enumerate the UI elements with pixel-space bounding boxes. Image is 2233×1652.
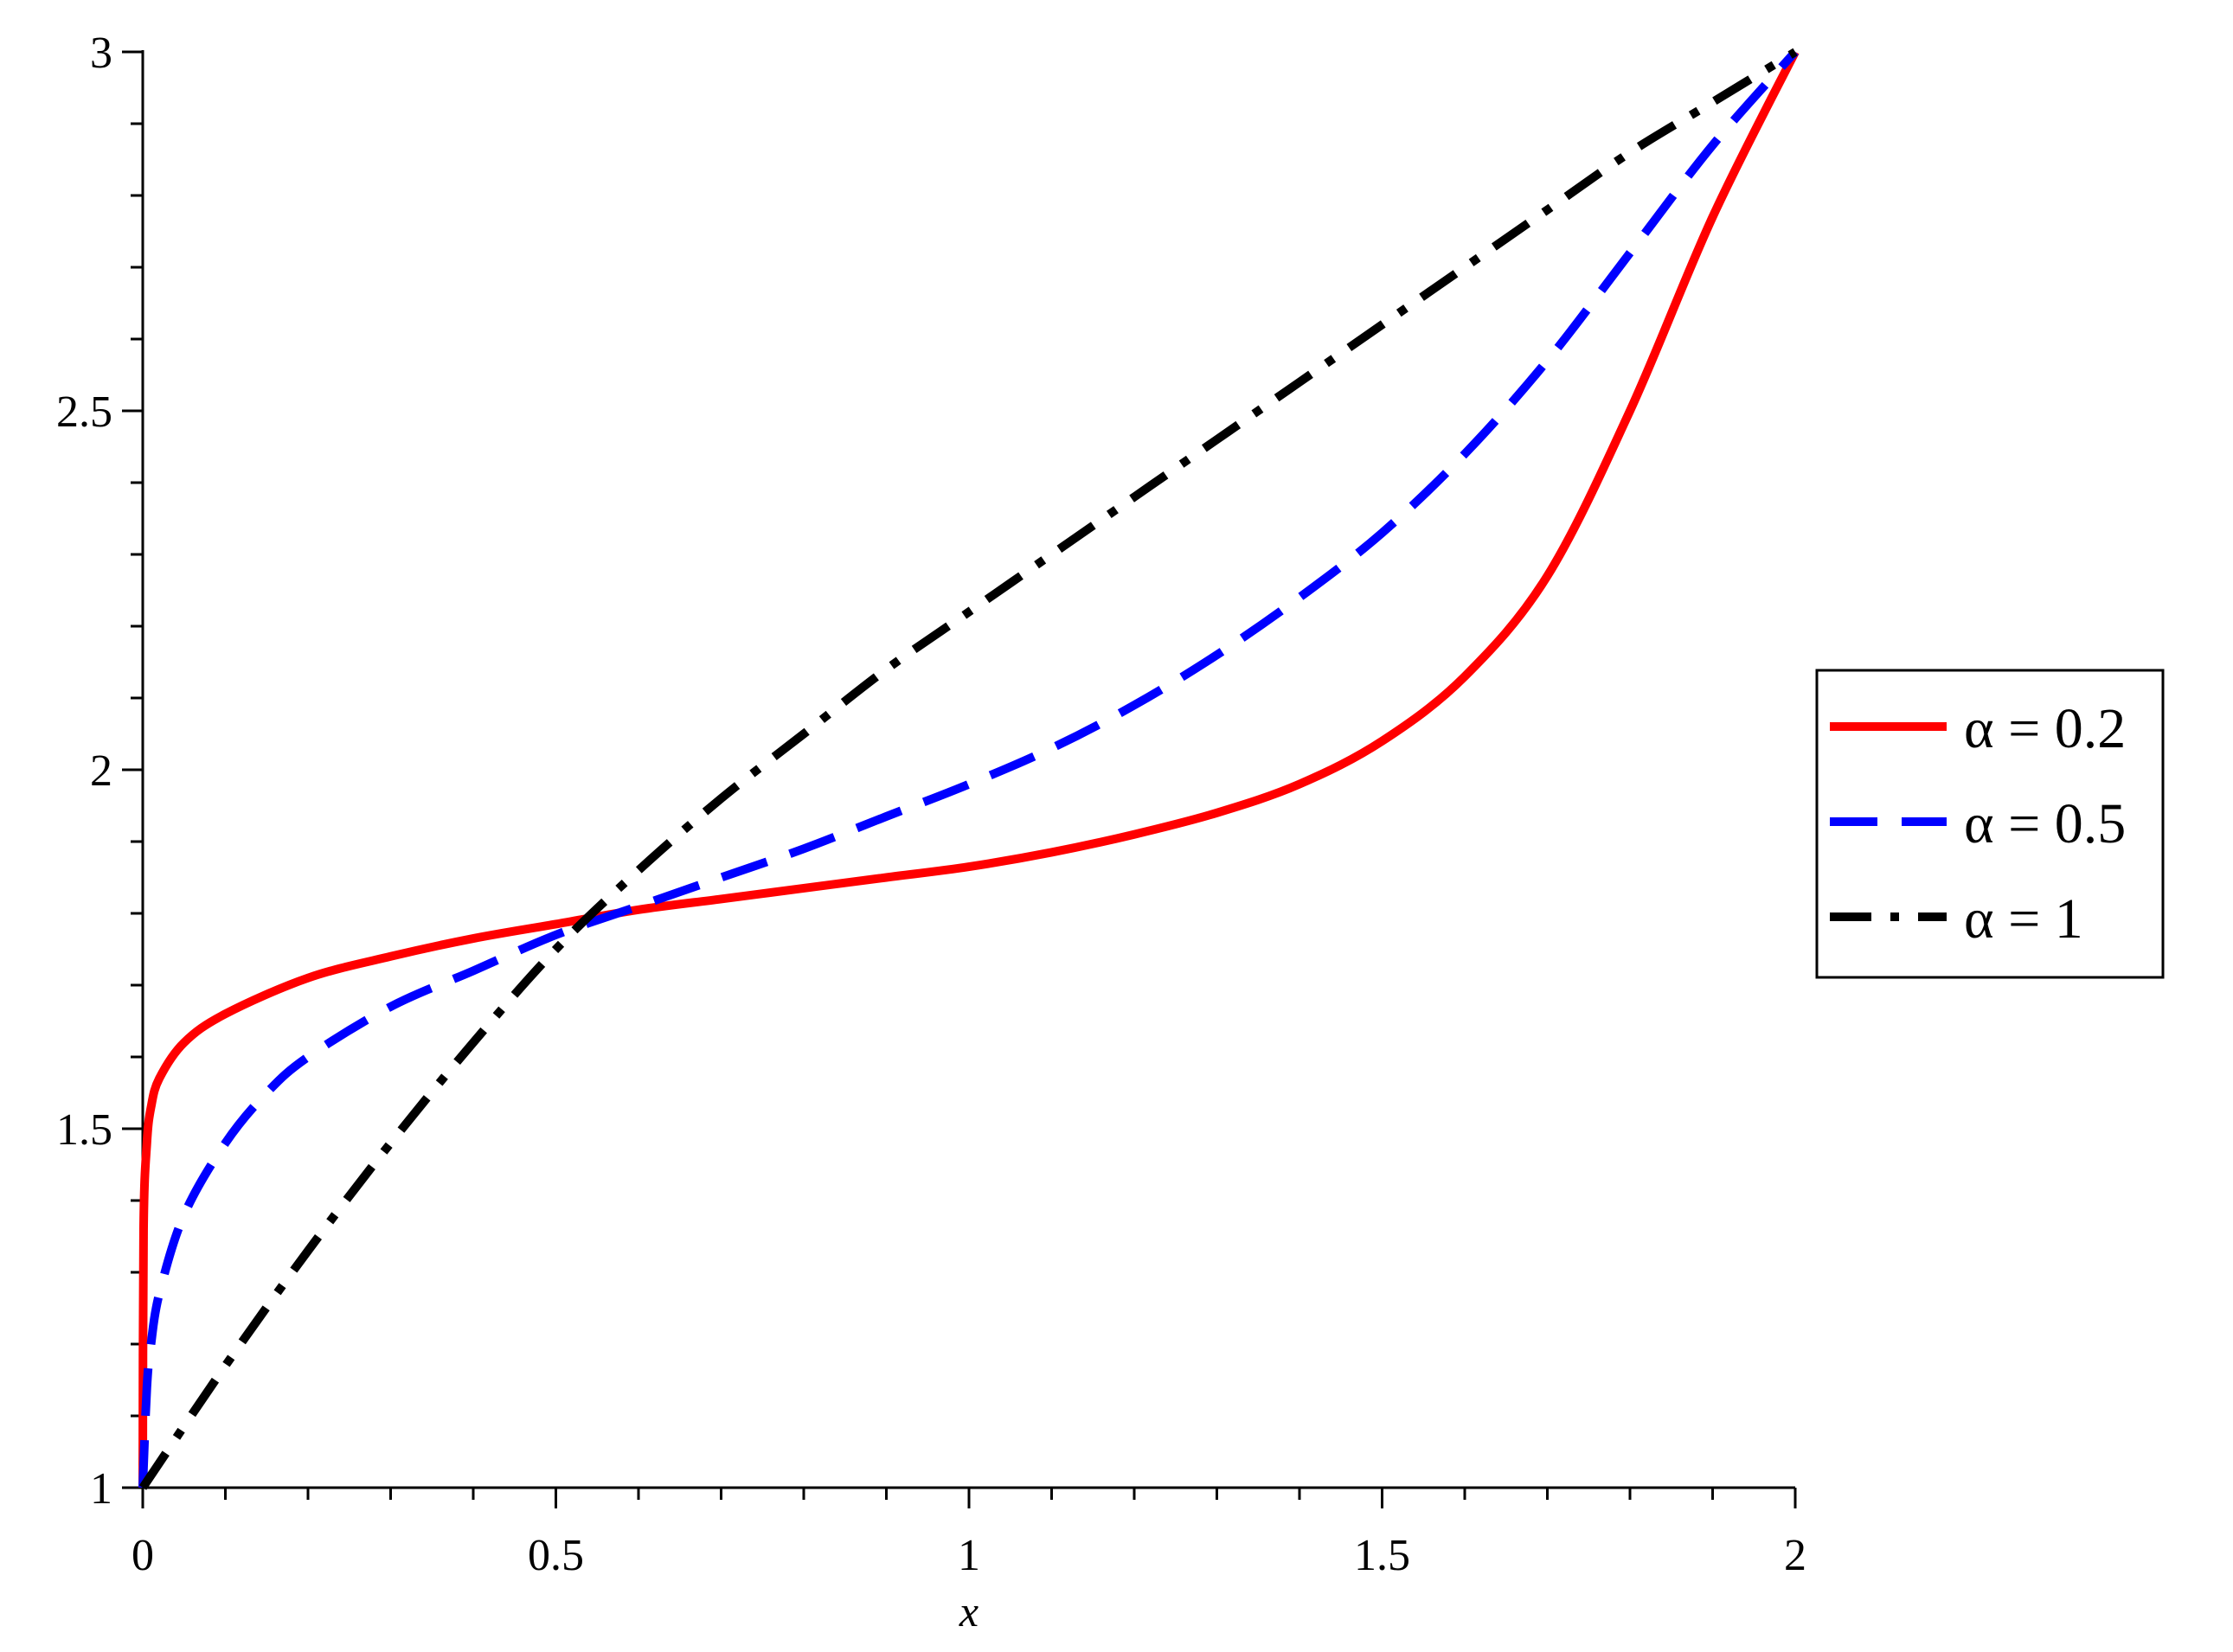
series-line-3 [138,48,1798,1490]
x-tick-label: 1 [958,1531,980,1580]
y-tick-label: 2.5 [56,387,112,437]
legend: α = 0.2 α = 0.5 α = 1 [1815,669,2165,979]
y-tick-label: 2 [90,746,112,796]
ticks [122,50,1797,1508]
series-line-2 [138,48,1799,1489]
legend-label: α = 0.5 [1964,792,2126,855]
series-lines [138,48,1800,1490]
axes [141,50,1795,1489]
x-tick-label: 0 [132,1531,154,1580]
x-axis-label: x [959,1587,979,1636]
y-tick-label: 1 [90,1464,112,1514]
x-tick-label: 1.5 [1354,1531,1410,1580]
series-line-1 [138,49,1800,1489]
y-tick-label: 3 [90,29,112,78]
x-tick-label: 2 [1784,1531,1806,1580]
legend-label: α = 1 [1964,887,2083,951]
legend-label: α = 0.2 [1964,697,2126,760]
x-tick-label: 0.5 [528,1531,584,1580]
tick-labels: 0 0.5 1 1.5 2 1 1.5 2 2.5 3 [56,29,1806,1580]
y-tick-label: 1.5 [56,1105,112,1155]
